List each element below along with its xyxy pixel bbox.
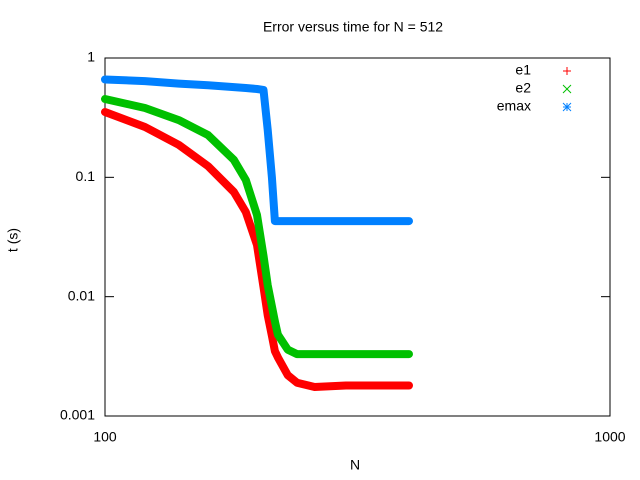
series-line xyxy=(101,95,413,359)
y-tick-label: 0.1 xyxy=(76,168,96,184)
plot-frame xyxy=(104,57,611,417)
x-axis-label: N xyxy=(350,457,360,473)
y-tick-label: 0.01 xyxy=(68,287,95,303)
legend-marker xyxy=(562,102,572,112)
series-line xyxy=(101,108,413,391)
x-tick-label: 1000 xyxy=(594,429,625,445)
legend-label: e2 xyxy=(515,80,531,96)
legend-label: e1 xyxy=(515,62,531,78)
legend-label: emax xyxy=(497,98,531,114)
y-tick-label: 0.001 xyxy=(60,407,95,423)
legend-marker xyxy=(562,84,572,94)
series-line xyxy=(101,75,413,226)
y-axis-label: t (s) xyxy=(5,228,21,252)
chart-title: Error versus time for N = 512 xyxy=(263,19,443,35)
x-tick-label: 100 xyxy=(93,429,117,445)
y-tick-label: 1 xyxy=(87,49,95,65)
